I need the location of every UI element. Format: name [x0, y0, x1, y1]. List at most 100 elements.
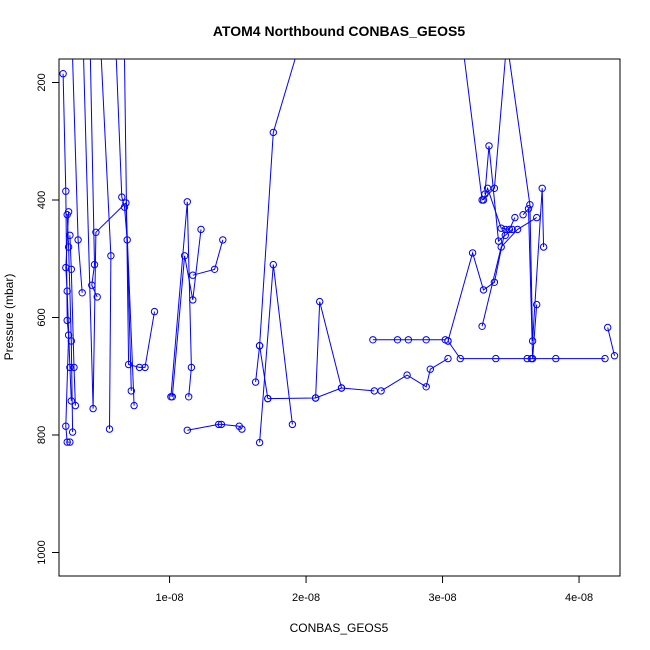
data-point — [490, 184, 499, 193]
data-point — [426, 365, 434, 373]
data-point — [118, 193, 126, 201]
data-point — [604, 323, 612, 332]
data-point — [63, 287, 71, 295]
data-point — [526, 201, 534, 209]
data-point — [511, 213, 519, 222]
data-point — [105, 425, 114, 433]
data-point — [93, 293, 101, 301]
series-line-8 — [83, 59, 135, 409]
data-point — [141, 363, 149, 372]
y-axis-label: Pressure (mbar) — [2, 274, 16, 361]
data-point — [492, 354, 500, 363]
data-point — [71, 401, 80, 410]
data-point — [393, 336, 402, 344]
data-point — [539, 243, 548, 251]
data-point — [59, 70, 67, 78]
series-line-18 — [315, 301, 342, 399]
data-point — [528, 354, 537, 363]
y-tick-label: 800 — [36, 426, 48, 444]
data-point — [67, 265, 76, 273]
y-tick-label: 200 — [36, 73, 48, 91]
data-point — [269, 128, 277, 137]
data-point — [89, 404, 97, 413]
data-point — [135, 363, 144, 372]
data-point — [528, 337, 537, 345]
data-point — [219, 236, 227, 244]
y-tick-label: 400 — [36, 191, 48, 209]
data-point — [468, 249, 477, 257]
data-point — [369, 336, 377, 344]
series-line-30 — [607, 327, 615, 356]
series-line-26 — [522, 207, 538, 359]
data-point — [62, 187, 70, 195]
data-point — [497, 243, 505, 251]
data-point — [523, 354, 531, 363]
series-line-29 — [463, 59, 506, 202]
data-point — [422, 336, 430, 344]
data-point — [494, 237, 503, 245]
series-line-24 — [483, 186, 516, 230]
data-point — [64, 243, 73, 251]
x-axis: 1e-08 2e-08 3e-08 4e-08 — [155, 575, 593, 604]
x-axis-label: CONBAS_GEOS5 — [290, 621, 389, 635]
data-point — [508, 225, 516, 234]
data-point — [337, 384, 346, 392]
data-point — [197, 225, 205, 234]
data-point — [456, 354, 464, 363]
series-line-4 — [69, 235, 76, 406]
data-point — [187, 363, 196, 372]
data-point — [130, 401, 138, 410]
data-point — [217, 420, 226, 429]
series-line-28 — [481, 217, 537, 327]
data-point — [478, 196, 486, 204]
data-point — [505, 225, 514, 234]
series-line-14 — [187, 423, 243, 431]
x-tick-label: 1e-08 — [155, 592, 183, 604]
x-tick-label: 3e-08 — [428, 592, 456, 604]
chart-title: ATOM4 Northbound CONBAS_GEOS5 — [213, 23, 465, 39]
data-point — [255, 438, 264, 447]
series-line-16 — [259, 264, 293, 443]
data-point — [444, 337, 452, 345]
data-point — [183, 426, 192, 434]
data-point — [189, 271, 197, 279]
data-point — [404, 336, 413, 344]
data-point — [552, 354, 560, 363]
data-point — [538, 184, 546, 193]
data-point — [533, 213, 541, 222]
data-point — [524, 205, 533, 213]
data-point — [90, 260, 99, 269]
series-line-27 — [508, 59, 545, 342]
series-line-13 — [192, 239, 224, 276]
series-line-22 — [447, 340, 605, 360]
data-point — [479, 286, 488, 294]
data-point — [63, 211, 71, 219]
data-point — [215, 420, 223, 429]
series-line-7 — [115, 59, 132, 391]
data-point — [255, 342, 264, 350]
data-point — [513, 225, 522, 234]
data-point — [66, 438, 74, 446]
data-point — [288, 420, 297, 429]
data-point — [92, 228, 100, 237]
data-point — [180, 252, 189, 260]
series-line-2 — [65, 211, 72, 401]
x-tick-label: 2e-08 — [292, 592, 320, 604]
data-point — [478, 322, 486, 330]
series-line-5 — [72, 59, 83, 293]
series-line-21 — [380, 358, 449, 392]
y-axis: 200 400 600 800 1000 — [36, 73, 60, 565]
series-line-10 — [124, 59, 155, 368]
data-point — [70, 363, 78, 372]
data-point — [185, 393, 193, 401]
data-point — [74, 236, 82, 244]
series-line-12 — [171, 229, 202, 397]
data-point — [377, 387, 385, 395]
data-point — [422, 383, 430, 391]
data-point — [67, 397, 76, 405]
data-point — [124, 360, 133, 369]
data-point — [485, 142, 493, 150]
data-point — [127, 387, 136, 395]
data-point — [183, 198, 192, 206]
